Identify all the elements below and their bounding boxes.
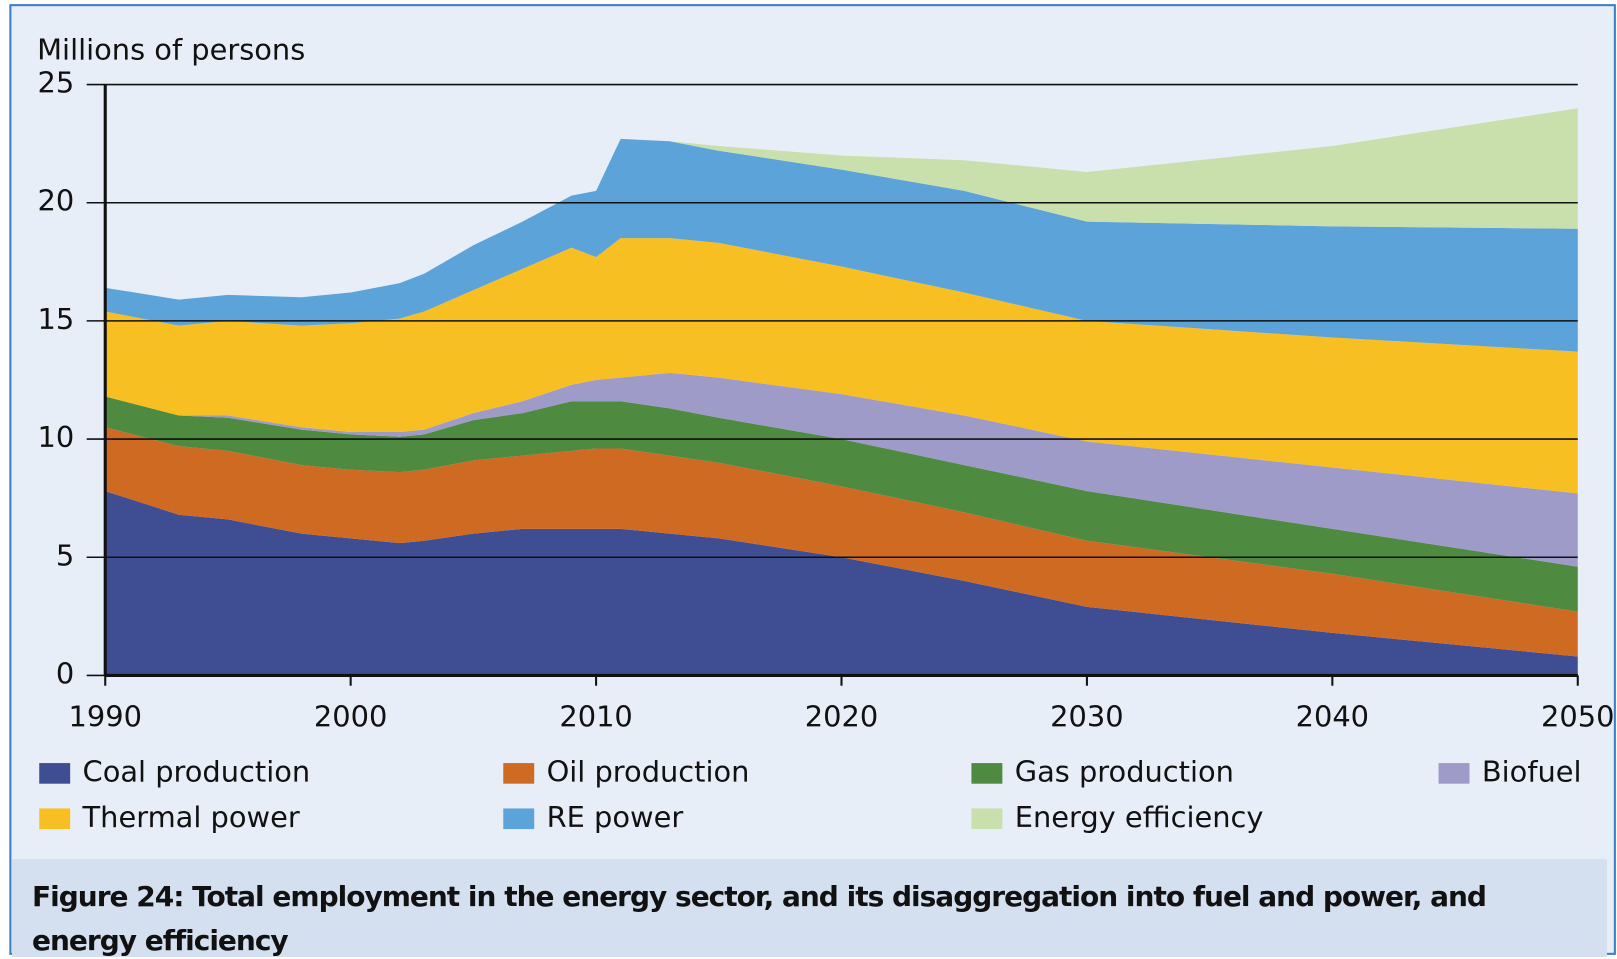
areas: [105, 108, 1578, 676]
x-tick-label: 2050: [1541, 700, 1614, 734]
y-tick-label: 5: [56, 538, 74, 572]
axes: 0 5 10 15 20 25 1990 2000 2010 2020 2030 2040 2050 Co…: [38, 66, 1615, 834]
y-tick-label: 20: [38, 184, 75, 218]
legend-swatch: [503, 763, 535, 784]
x-tick-label: 2040: [1296, 700, 1369, 734]
area: [105, 372, 1578, 567]
legend-swatch: [1438, 763, 1470, 784]
y-axis-label: Millions of persons: [37, 33, 305, 67]
caption: Figure 24: Total employment in the energ…: [12, 859, 1607, 957]
x-tick-label: 1990: [69, 700, 142, 734]
legend-swatch: [39, 763, 71, 784]
legend-label: Biofuel: [1482, 754, 1582, 788]
x-tick-label: 2020: [805, 700, 878, 734]
y-tick-label: 15: [38, 302, 75, 336]
legend-swatch: [971, 763, 1003, 784]
legend-label: Thermal power: [82, 800, 300, 834]
x-tick-label: 2030: [1050, 700, 1123, 734]
legend-swatch: [971, 808, 1003, 830]
legend-label: Oil production: [547, 754, 750, 788]
y-tick-label: 25: [38, 66, 75, 100]
legend-label: RE power: [547, 800, 684, 834]
y-tick-label: 0: [56, 656, 74, 690]
legend-swatch: [503, 808, 535, 830]
legend-label: Gas production: [1015, 754, 1234, 788]
area: [105, 238, 1578, 494]
legend-swatch: [39, 808, 71, 830]
y-tick-label: 10: [38, 420, 75, 454]
x-tick-label: 2000: [314, 700, 387, 734]
legend-label: Energy efficiency: [1015, 800, 1264, 834]
area: [105, 108, 1578, 300]
area: [105, 396, 1578, 612]
area: [105, 427, 1578, 657]
legend-label: Coal production: [83, 754, 311, 788]
area: [105, 138, 1578, 352]
area: [105, 491, 1578, 676]
x-tick-label: 2010: [559, 700, 632, 734]
